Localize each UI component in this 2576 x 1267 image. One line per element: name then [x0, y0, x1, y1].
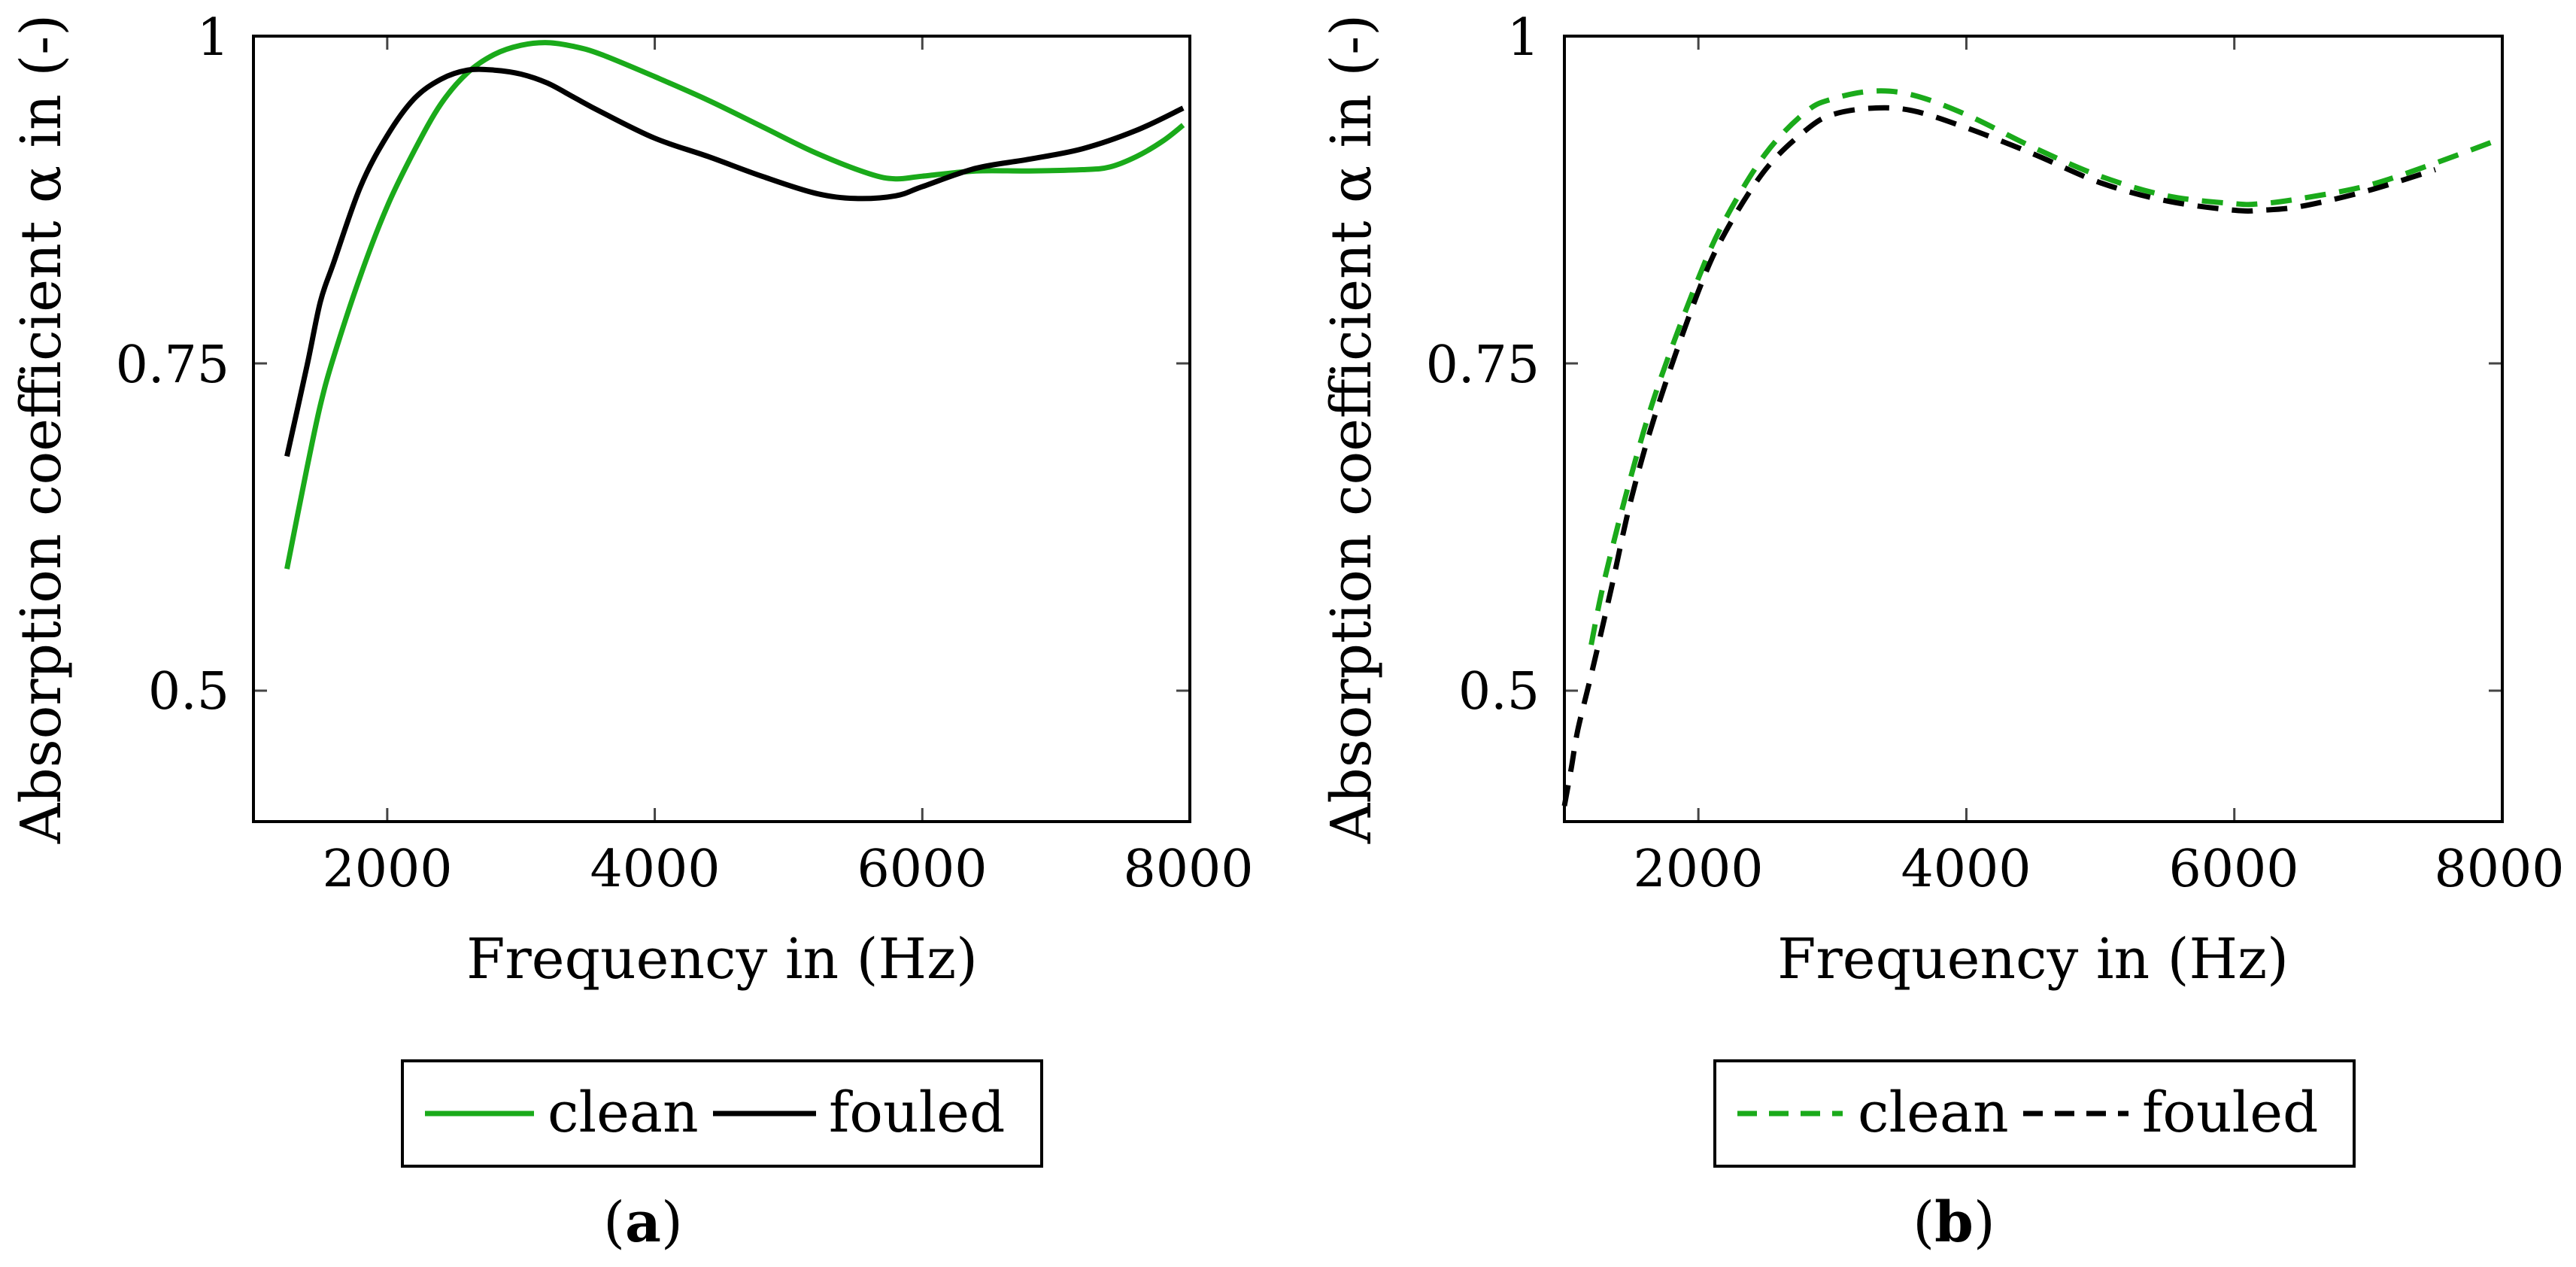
- panel-b-ytick-label-0.5: 0.5: [1458, 662, 1540, 722]
- panel-a-y-axis-label: Absorption coefficient α in (-): [9, 14, 74, 844]
- panel-a-ytick-label-0.75: 0.75: [116, 336, 229, 395]
- panel-b-series: [1561, 88, 2504, 807]
- panel-b: 0.5 0.75 1 2000 4000 6000 8000 Frequency…: [1319, 8, 2565, 1255]
- panel-b-series-line-fouled: [1561, 105, 2436, 807]
- panel-a-legend: clean fouled: [401, 1059, 1043, 1168]
- panel-a-xtick-label-8000: 8000: [1123, 840, 1253, 899]
- panel-b-ytick-label-0.75: 0.75: [1426, 336, 1540, 395]
- panel-a-xtick-label-2000: 2000: [322, 840, 452, 899]
- panel-a-series: [284, 40, 1185, 570]
- panel-a-ytick-label-1: 1: [197, 8, 229, 68]
- panel-a-plot-frame: [252, 35, 1191, 823]
- panel-b-series-line-clean: [1588, 88, 2504, 646]
- panel-b-xtick-label-8000: 8000: [2434, 840, 2564, 899]
- panel-a-ytick-label-0.5: 0.5: [148, 662, 229, 722]
- panel-b-legend-label-fouled: fouled: [2142, 1080, 2318, 1145]
- panel-a-legend-label-fouled: fouled: [829, 1080, 1005, 1145]
- panel-b-xtick-label-4000: 4000: [1901, 840, 2031, 899]
- panel-b-xtick-label-2000: 2000: [1633, 840, 1763, 899]
- panel-b-x-axis-label: Frequency in (Hz): [1777, 927, 2289, 992]
- panel-b-plot-frame: [1563, 35, 2504, 823]
- panel-a-series-line-clean: [284, 40, 1185, 570]
- panel-a-xtick-label-6000: 6000: [857, 840, 987, 899]
- panel-a-legend-label-clean: clean: [548, 1080, 699, 1145]
- panel-a-caption: (a): [603, 1190, 683, 1255]
- panel-b-y-axis-label: Absorption coefficient α in (-): [1319, 14, 1384, 844]
- panel-b-legend-label-clean: clean: [1858, 1080, 2009, 1145]
- panel-a: 0.5 0.75 1 2000 4000 6000 8000 Frequency…: [9, 8, 1254, 1255]
- panel-b-ytick-label-1: 1: [1507, 8, 1540, 68]
- panel-b-legend-box: [1713, 1059, 2356, 1168]
- panel-b-legend: clean fouled: [1713, 1059, 2356, 1168]
- panel-b-xtick-label-6000: 6000: [2168, 840, 2298, 899]
- panel-a-x-axis-label: Frequency in (Hz): [466, 927, 978, 992]
- panel-a-series-line-fouled: [284, 66, 1185, 457]
- panel-b-caption: (b): [1913, 1190, 1995, 1255]
- panel-a-xtick-label-4000: 4000: [590, 840, 720, 899]
